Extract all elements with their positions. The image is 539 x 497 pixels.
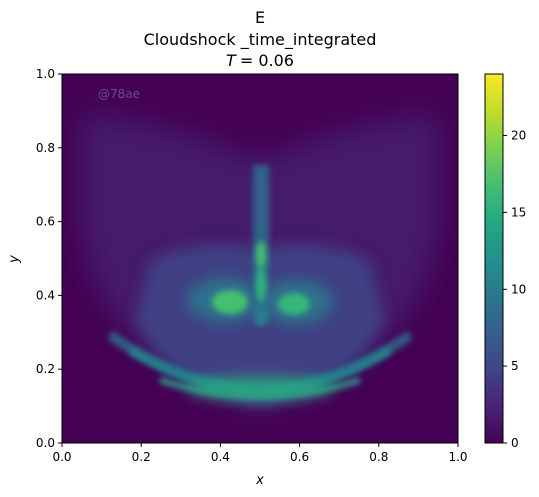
chart-title: E	[255, 8, 265, 27]
colorbar-tick-label: 5	[511, 359, 519, 373]
x-tick-label: 0.4	[211, 450, 230, 464]
central-jet-lower	[256, 267, 266, 303]
time-label-value: = 0.06	[240, 51, 294, 70]
x-tick-label: 0.8	[369, 450, 388, 464]
plot-frame	[61, 73, 459, 444]
colorbar-ticks	[503, 135, 507, 444]
colorbar-tick-label: 0	[511, 436, 519, 450]
y-tick-label: 1.0	[36, 67, 55, 81]
y-tick-label: 0.4	[36, 288, 55, 302]
chart-subtitle: Cloudshock _time_integrated	[144, 30, 377, 50]
colorbar	[484, 73, 504, 444]
y-tick-label: 0.2	[36, 362, 55, 376]
central-jet-upper	[256, 241, 266, 269]
central-jet-base	[255, 305, 267, 325]
x-tick-label: 0.0	[52, 450, 71, 464]
watermark: @78ae	[98, 87, 140, 101]
y-tick-label: 0.6	[36, 215, 55, 229]
x-tick-label: 0.6	[290, 450, 309, 464]
x-tick-label: 0.2	[132, 450, 151, 464]
y-tick-label: 0.8	[36, 141, 55, 155]
y-axis	[58, 73, 62, 444]
colorbar-tick-label: 20	[511, 129, 526, 143]
time-label: T = 0.06	[226, 51, 294, 70]
time-label-var: T	[226, 51, 237, 70]
x-tick-label: 1.0	[448, 450, 467, 464]
colorbar-tick-label: 15	[511, 205, 526, 219]
y-tick-label: 0.0	[36, 436, 55, 450]
bottom-arc-core	[185, 376, 335, 400]
left-lobe	[212, 290, 248, 314]
x-axis	[61, 443, 459, 447]
colorbar-tick-label: 10	[511, 282, 526, 296]
y-axis-label: y	[7, 255, 22, 264]
right-lobe	[278, 293, 310, 315]
x-axis-label: x	[255, 473, 264, 488]
heatmap: @78ae	[62, 74, 458, 443]
